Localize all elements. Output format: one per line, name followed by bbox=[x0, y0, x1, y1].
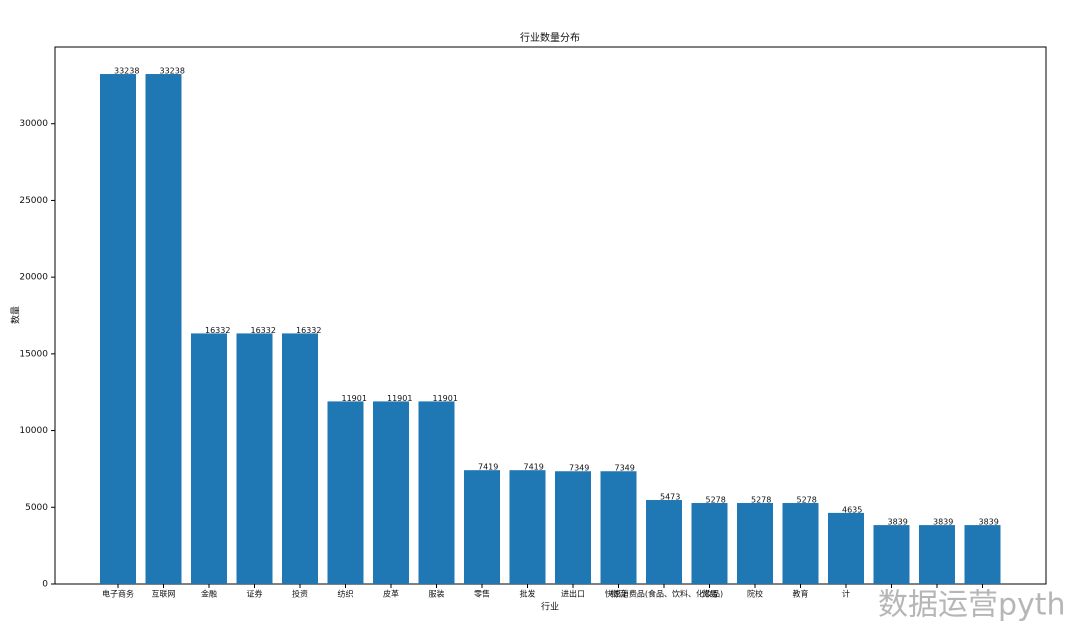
bar bbox=[373, 401, 409, 584]
bar bbox=[555, 471, 591, 584]
bar bbox=[509, 470, 546, 584]
bar bbox=[646, 500, 682, 584]
x-tick-label: 证券 bbox=[247, 589, 263, 599]
x-tick-label: 零售 bbox=[474, 589, 490, 599]
x-tick-label: 进出口 bbox=[561, 589, 585, 599]
value-label: 11901 bbox=[342, 394, 367, 403]
value-label: 3839 bbox=[933, 518, 953, 527]
y-tick-label: 20000 bbox=[19, 273, 48, 283]
bar bbox=[327, 401, 364, 584]
bar bbox=[691, 503, 728, 584]
x-axis-label: 行业 bbox=[541, 601, 559, 613]
x-tick-label: 教育 bbox=[793, 589, 809, 599]
value-label: 33238 bbox=[160, 67, 185, 76]
y-tick-label: 30000 bbox=[19, 119, 48, 129]
value-label: 3839 bbox=[979, 518, 999, 527]
y-axis-label: 数量 bbox=[10, 306, 22, 324]
bar bbox=[600, 471, 637, 584]
y-tick-label: 15000 bbox=[19, 349, 48, 359]
y-tick-label: 0 bbox=[42, 580, 48, 590]
value-label: 5473 bbox=[660, 493, 680, 502]
x-tick-label: 纺织 bbox=[338, 589, 354, 599]
bar bbox=[828, 512, 864, 584]
bar bbox=[100, 74, 136, 584]
value-label: 4635 bbox=[842, 505, 862, 514]
plot-frame bbox=[54, 46, 1047, 585]
bar bbox=[282, 333, 318, 584]
value-label: 3839 bbox=[888, 518, 908, 527]
value-label: 11901 bbox=[387, 394, 412, 403]
x-tick-label: 院校 bbox=[747, 589, 763, 599]
value-label: 7349 bbox=[615, 464, 635, 473]
x-tick-label: 皮革 bbox=[383, 589, 399, 599]
bar bbox=[236, 333, 273, 584]
value-label: 7349 bbox=[569, 464, 589, 473]
y-tick-label: 10000 bbox=[19, 426, 48, 436]
y-tick-label: 25000 bbox=[19, 196, 48, 206]
x-tick-label: 物流 bbox=[611, 589, 627, 599]
bar bbox=[964, 525, 1001, 584]
bar bbox=[418, 401, 455, 584]
value-label: 5278 bbox=[751, 496, 771, 505]
watermark: 数据运营pyth bbox=[878, 588, 1066, 623]
x-tick-label: 金融 bbox=[201, 589, 217, 599]
y-tick-label: 5000 bbox=[25, 503, 48, 513]
value-label: 16332 bbox=[205, 326, 230, 335]
value-label: 11901 bbox=[433, 394, 458, 403]
bar bbox=[873, 525, 910, 584]
x-tick-label: 计 bbox=[842, 589, 850, 599]
bar bbox=[464, 470, 500, 584]
chart-title: 行业数量分布 bbox=[520, 31, 580, 44]
value-label: 33238 bbox=[114, 67, 139, 76]
value-label: 7419 bbox=[478, 463, 498, 472]
bar bbox=[782, 503, 819, 584]
value-label: 7419 bbox=[524, 463, 544, 472]
x-tick-label: 电子商务 bbox=[102, 589, 134, 599]
x-tick-label: 贸易 bbox=[702, 589, 718, 599]
value-label: 16332 bbox=[296, 326, 321, 335]
value-label: 16332 bbox=[251, 326, 276, 335]
value-label: 5278 bbox=[706, 496, 726, 505]
bar bbox=[145, 74, 182, 584]
bar bbox=[191, 333, 227, 584]
bar bbox=[737, 503, 773, 584]
bar bbox=[919, 525, 955, 584]
x-tick-label: 服装 bbox=[429, 589, 445, 599]
value-label: 5278 bbox=[797, 496, 817, 505]
x-tick-label: 快速消费品(食品、饮料、化妆品) bbox=[605, 589, 723, 599]
x-tick-label: 互联网 bbox=[152, 590, 176, 599]
x-tick-label: 批发 bbox=[520, 589, 536, 599]
x-tick-label: 投资 bbox=[292, 589, 308, 599]
